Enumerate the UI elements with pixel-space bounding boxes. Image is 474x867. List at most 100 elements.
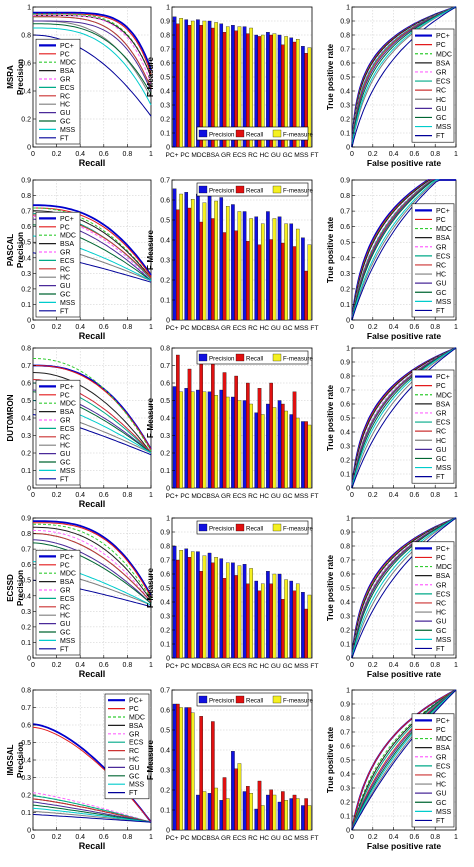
roc-chart: 0 0.2 0.4 0.6 0.8 1 0 0.1 0.2 0.3 0.4 0.5 0.6 0.7 0.8 0… [326,688,458,852]
bar-ytick-label: 0.4 [160,238,170,245]
roc-ytick-label: 0.8 [340,544,350,551]
bar-fmeasure-mss [295,39,300,148]
pr-curve-mss [32,807,152,823]
pr-xtick-label: 0.8 [123,492,133,499]
bar-recall-mss [292,246,297,321]
bar-fmeasure-mdc [202,391,207,489]
roc-curve-gu [351,517,457,659]
bar-legend-swatch [235,185,245,194]
bar-ytick-label: 0.5 [160,218,170,225]
bar-fmeasure-mss [295,417,300,489]
pr-ylabel: Precision [16,742,25,778]
roc-ytick-label: 0.1 [340,131,350,138]
roc-curve-mss [351,347,457,489]
roc-curve-ft [351,6,457,148]
bar-ytick-label: 0.9 [160,19,170,26]
roc-ytick-label: 0.5 [340,75,350,82]
roc-legend-label: PC+ [436,374,450,381]
bar-fmeasure-pcplus [179,391,183,489]
bar-precision-bsa [207,391,212,489]
pr-curve-pcplus [33,11,152,71]
roc-ytick-label: 0.1 [340,302,350,309]
bar-fmeasure-ft [307,805,312,831]
pr-xtick-label: 0.2 [52,662,62,669]
roc-xtick-label: 1 [454,834,458,841]
roc-ytick-label: 0.4 [340,430,350,437]
roc-ytick-label: 0.7 [340,388,350,395]
bar-fmeasure-gr [225,798,230,831]
roc-legend-label: RC [436,88,446,95]
bar-ytick-label: 0.9 [160,530,170,537]
roc-legend-label: FT [436,474,445,481]
roc-chart: 0 0.2 0.4 0.6 0.8 1 0 0.1 0.2 0.3 0.4 0.5 0.6 0.7 0.8 0… [326,178,458,342]
pr-ylabel: Precision [16,232,25,268]
bar-precision-rc [242,211,247,321]
bar-fmeasure-hc [260,34,265,148]
bar-precision-gc [277,216,282,321]
roc-legend-label: GR [436,410,447,417]
roc-legend-label: BSA [436,235,450,242]
pr-ytick-label: 0.3 [21,271,31,278]
roc-curve-hc [351,517,457,659]
roc-legend-label: PC+ [436,33,450,40]
roc-legend-label: PC [436,42,446,49]
pr-legend-box [35,549,81,656]
pr-legend-label: GR [60,588,71,595]
bar-precision-pc [184,19,189,148]
bar-fmeasure-gr [225,562,230,659]
roc-xlabel: False positive rate [367,669,441,679]
roc-xlabel: False positive rate [367,331,441,341]
bar-ytick-label: 0.8 [160,346,170,353]
bar-fmeasure-gr [225,26,230,148]
pr-xtick-label: 0.8 [123,834,133,841]
pr-legend-label: HC [60,275,70,282]
bar-fmeasure-ft [307,244,312,321]
roc-curve-bsa [351,517,457,659]
pr-legend-label: PC+ [60,216,74,223]
pr-curve-gc [33,23,152,95]
bar-ylabel: F-Measure [146,567,155,608]
roc-ytick-label: 0.3 [340,103,350,110]
pr-curve-ft [32,34,152,117]
pr-ytick-label: 0 [27,656,31,663]
roc-legend-label: FT [436,818,445,825]
pr-ytick-label: 0.2 [21,451,31,458]
pr-curve-pcplus [33,204,152,276]
pr-ytick-label: 0 [27,828,31,835]
bar-fmeasure-mdc [202,20,207,148]
pr-ytick-label: 0 [27,145,31,152]
bar-ytick-label: 0.6 [160,708,170,715]
bar-axes [171,689,313,831]
pr-legend-label: ECS [60,596,75,603]
bar-ytick-label: 0 [166,486,170,493]
bar-precision-gr [219,558,224,659]
bar-legend-label: Precision [209,132,235,139]
bar-ytick-label: 0.2 [160,117,170,124]
pr-ytick-label: 0.8 [21,33,31,40]
pr-ytick-label: 0.6 [21,61,31,68]
bar-precision-mss [289,798,294,831]
bar-ytick-label: 0.2 [160,451,170,458]
bar-recall-ecs [234,768,238,831]
bar-recall-pc [187,707,192,831]
bar-ytick-label: 0.3 [160,258,170,265]
pr-ytick-label: 0.2 [21,624,31,631]
roc-ytick-label: 0.2 [340,117,350,124]
roc-ytick-label: 0.2 [340,800,350,807]
pr-curve-rc [33,16,152,89]
bar-ytick-label: 0.3 [160,614,170,621]
bar-fmeasure-pcplus [179,193,183,321]
pr-legend-label: GU [60,283,71,290]
bar-precision-gu [266,794,270,831]
pr-legend-label: GR [60,250,71,257]
pr-curve-pc [33,207,152,277]
bar-fmeasure-ecs [237,565,242,659]
bar-recall-gu [269,583,273,659]
pr-curve-bsa [32,372,152,454]
bar-fmeasure-gc [284,36,288,148]
pr-chart: 0 0.2 0.4 0.6 0.8 1 0 0.1 0.2 0.3 0.4 0.5 0.6 0.7 0.8 R… [6,346,153,510]
bar-fmeasure-ft [307,594,312,659]
bar-fmeasure-ft [307,47,312,148]
bar-precision-mss [289,414,294,489]
